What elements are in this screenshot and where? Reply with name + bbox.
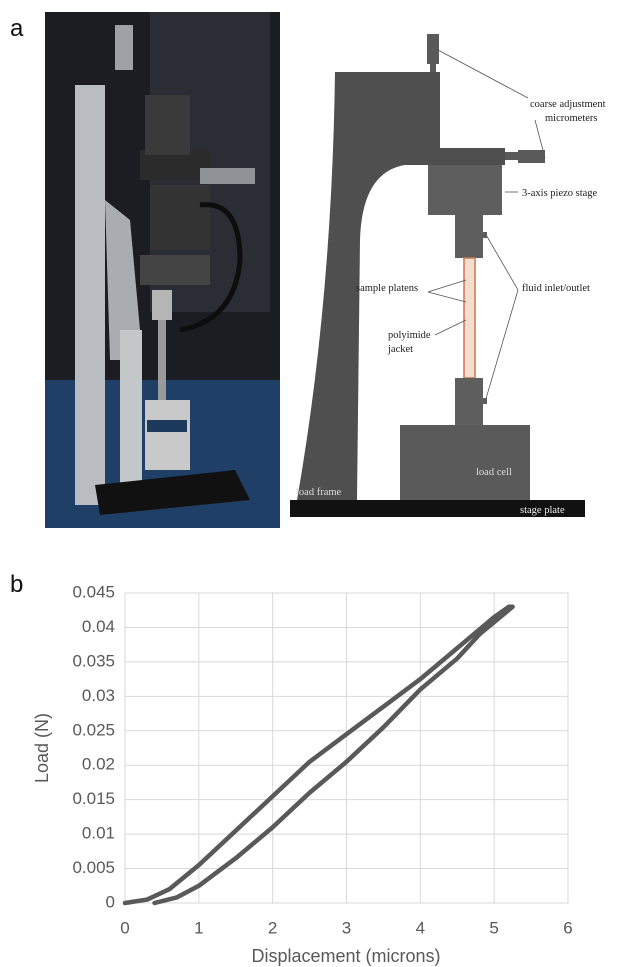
diagram-label: polyimide bbox=[388, 330, 431, 341]
diagram-label: load frame bbox=[296, 487, 342, 498]
y-tick-label: 0 bbox=[106, 892, 115, 911]
diagram-label: stage plate bbox=[520, 505, 565, 516]
diagram bbox=[290, 34, 585, 517]
x-axis-label: Displacement (microns) bbox=[251, 946, 440, 966]
y-tick-label: 0.02 bbox=[82, 755, 115, 774]
x-tick-label: 6 bbox=[563, 918, 572, 937]
y-tick-label: 0.03 bbox=[82, 686, 115, 705]
diagram-label: load cell bbox=[476, 467, 512, 478]
x-tick-label: 1 bbox=[194, 918, 203, 937]
x-tick-label: 5 bbox=[489, 918, 498, 937]
data-line bbox=[122, 604, 515, 906]
y-tick-label: 0.035 bbox=[72, 651, 115, 670]
y-tick-label: 0.04 bbox=[82, 617, 115, 636]
photo bbox=[45, 12, 280, 528]
x-tick-label: 0 bbox=[120, 918, 129, 937]
diagram-label: micrometers bbox=[545, 113, 597, 124]
x-tick-label: 2 bbox=[268, 918, 277, 937]
panel-label: b bbox=[10, 571, 23, 598]
panel-label: a bbox=[10, 15, 24, 42]
y-tick-label: 0.01 bbox=[82, 824, 115, 843]
diagram-label: sample platens bbox=[356, 283, 418, 294]
diagram-label: jacket bbox=[387, 344, 413, 355]
y-tick-label: 0.045 bbox=[72, 582, 115, 601]
diagram-label: 3-axis piezo stage bbox=[522, 188, 598, 199]
y-tick-label: 0.005 bbox=[72, 858, 115, 877]
diagram-label: fluid inlet/outlet bbox=[522, 283, 590, 294]
y-tick-label: 0.015 bbox=[72, 789, 115, 808]
x-tick-label: 3 bbox=[342, 918, 351, 937]
diagram-label: coarse adjustment bbox=[530, 99, 606, 110]
y-tick-label: 0.025 bbox=[72, 720, 115, 739]
y-axis-label: Load (N) bbox=[32, 713, 52, 783]
x-tick-label: 4 bbox=[416, 918, 425, 937]
